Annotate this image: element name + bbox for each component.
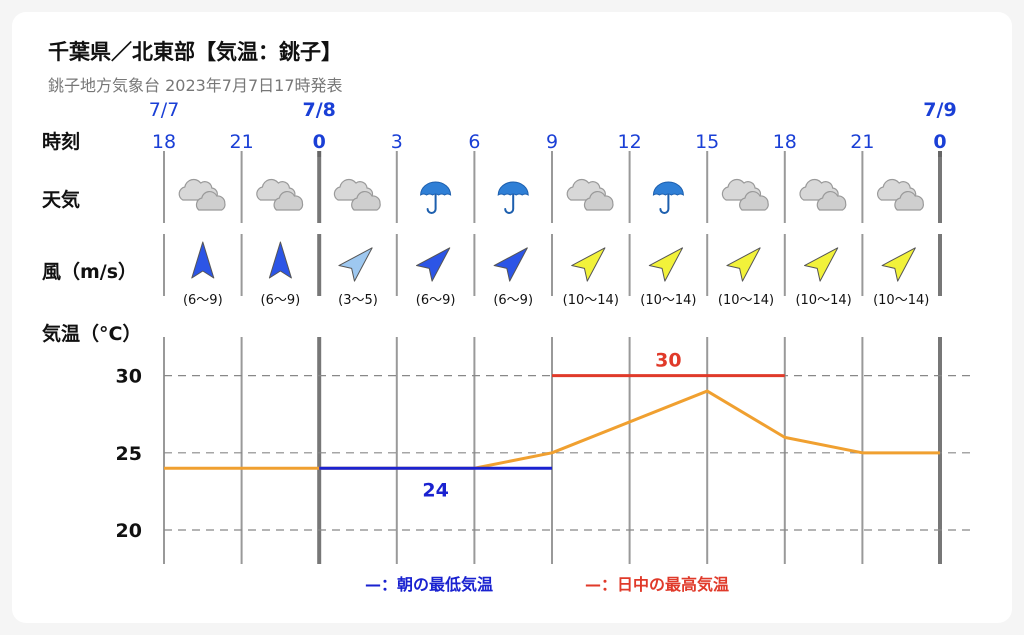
wind-arrow-icon xyxy=(191,241,215,279)
label-layer: 時刻 天気 風（m/s） 気温（°C） 7/7 7/8 7/9 18 21 0 3 6 9 12 1… xyxy=(42,99,957,594)
cloud-shape xyxy=(195,190,226,211)
cloud-shape xyxy=(351,190,381,211)
cloud-icon xyxy=(799,178,847,211)
cloud-shape xyxy=(816,190,847,211)
wind-arrow-shape xyxy=(804,247,839,282)
wind-speed-label: (10〜14) xyxy=(563,293,619,308)
legend-item: —：日中の最高気温 xyxy=(585,575,729,594)
hour-label: 9 xyxy=(546,131,558,153)
hour-label: 0 xyxy=(313,131,326,153)
cloud-icon xyxy=(566,178,614,211)
hour-label: 21 xyxy=(850,131,874,153)
wind-arrow-icon xyxy=(804,247,839,282)
wind-arrow-icon xyxy=(268,241,292,279)
wind-arrow-icon xyxy=(571,247,606,282)
cloud-shape xyxy=(583,190,614,211)
hour-label: 18 xyxy=(152,131,176,153)
umbrella-canopy xyxy=(652,181,684,196)
morning-min-label: 24 xyxy=(422,479,448,501)
cloud-shape xyxy=(273,190,304,211)
umbrella-canopy xyxy=(497,181,529,196)
row-label-wind: 風（m/s） xyxy=(42,260,137,283)
wind-speed-label: (6〜9) xyxy=(416,293,456,308)
cloud-icon xyxy=(877,178,925,211)
y-tick-label: 25 xyxy=(116,443,142,465)
wind-arrow-icon xyxy=(726,247,761,282)
wind-arrow-shape xyxy=(726,247,761,282)
cloud-icon xyxy=(333,178,381,211)
row-label-time: 時刻 xyxy=(42,130,80,153)
page-title: 千葉県／北東部【気温：銚子】 xyxy=(48,40,342,64)
forecast-chart: 時刻 天気 風（m/s） 気温（°C） 7/7 7/8 7/9 18 21 0 3 6 9 12 1… xyxy=(42,99,970,594)
series-layer xyxy=(164,178,940,470)
wind-arrow-shape xyxy=(416,247,451,282)
wind-arrow-shape xyxy=(191,241,215,279)
umbrella-canopy xyxy=(420,181,452,196)
wind-arrow-shape xyxy=(648,247,684,282)
umbrella-handle xyxy=(659,194,670,214)
hour-label: 12 xyxy=(618,131,642,153)
row-label-temp: 気温（°C） xyxy=(42,322,141,345)
wind-speed-label: (3〜5) xyxy=(338,293,378,308)
wind-speed-label: (10〜14) xyxy=(640,293,696,308)
cloud-icon xyxy=(178,178,226,211)
y-tick-label: 30 xyxy=(116,366,142,388)
hour-label: 21 xyxy=(230,131,254,153)
row-label-weather: 天気 xyxy=(42,188,80,211)
wind-speed-label: (10〜14) xyxy=(718,293,774,308)
y-tick-label: 20 xyxy=(116,520,142,542)
date-label: 7/7 xyxy=(149,99,180,121)
page-subtitle: 銚子地方気象台 2023年7月7日17時発表 xyxy=(48,76,343,95)
hour-label: 15 xyxy=(695,131,719,153)
hour-label: 0 xyxy=(933,131,946,153)
date-label: 7/9 xyxy=(923,99,956,121)
wind-arrow-icon xyxy=(493,247,528,282)
date-label: 7/8 xyxy=(303,99,336,121)
wind-speed-label: (6〜9) xyxy=(183,293,223,308)
grid-layer xyxy=(163,151,970,564)
wind-speed-label: (10〜14) xyxy=(873,293,929,308)
umbrella-handle xyxy=(426,194,437,214)
umbrella-handle xyxy=(504,194,515,214)
wind-arrow-shape xyxy=(881,247,916,282)
wind-speed-label: (6〜9) xyxy=(261,293,301,308)
wind-arrow-icon xyxy=(338,247,373,282)
wind-arrow-icon xyxy=(416,247,451,282)
wind-speed-label: (6〜9) xyxy=(493,293,533,308)
cloud-shape xyxy=(894,190,925,211)
legend-item: —：朝の最低気温 xyxy=(365,575,493,594)
wind-arrow-shape xyxy=(493,247,528,282)
wind-arrow-icon xyxy=(648,247,684,282)
umbrella-icon xyxy=(497,181,529,214)
wind-arrow-shape xyxy=(338,247,373,282)
cloud-icon xyxy=(721,178,769,211)
wind-arrow-icon xyxy=(881,247,916,282)
wind-arrow-shape xyxy=(268,241,292,279)
umbrella-icon xyxy=(652,181,684,214)
wind-arrow-shape xyxy=(571,247,606,282)
hour-label: 3 xyxy=(391,131,403,153)
hour-label: 6 xyxy=(468,131,480,153)
daytime-max-label: 30 xyxy=(655,350,681,372)
wind-speed-label: (10〜14) xyxy=(795,293,851,308)
umbrella-icon xyxy=(420,181,452,214)
cloud-shape xyxy=(739,190,769,211)
cloud-icon xyxy=(256,178,304,211)
forecast-card: 千葉県／北東部【気温：銚子】 銚子地方気象台 2023年7月7日17時発表 時刻… xyxy=(12,12,1012,623)
hour-label: 18 xyxy=(773,131,797,153)
